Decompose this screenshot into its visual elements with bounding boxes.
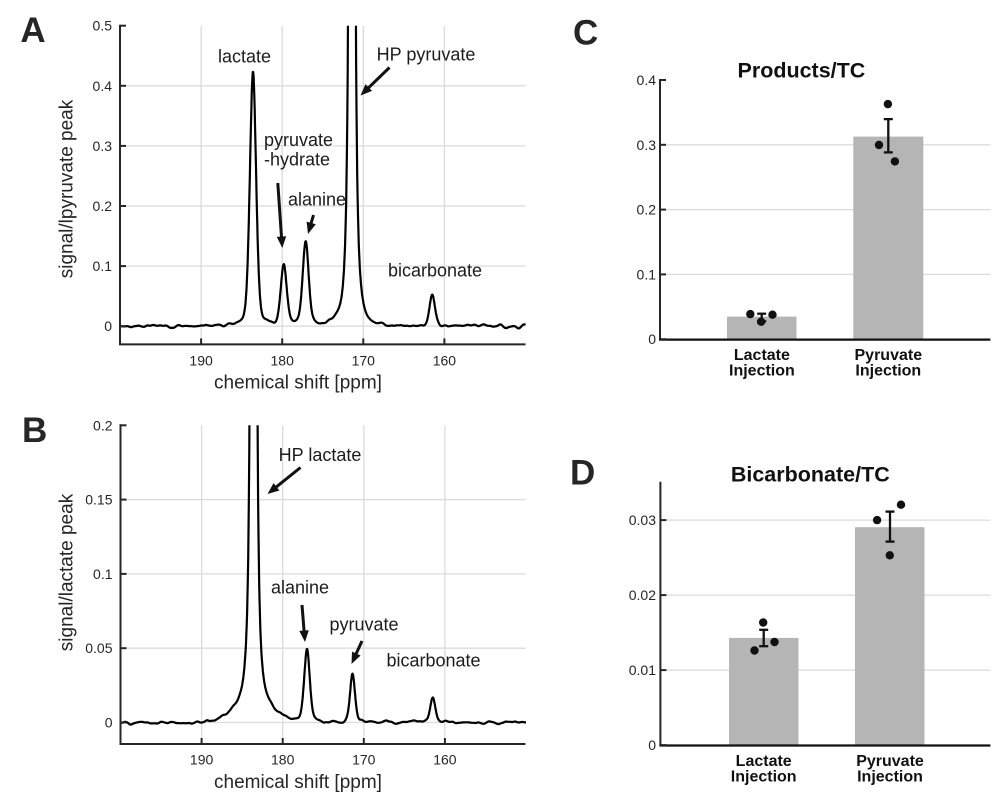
svg-text:Injection: Injection (857, 769, 923, 786)
svg-text:180: 180 (271, 352, 295, 368)
svg-text:0.2: 0.2 (93, 198, 113, 214)
svg-text:0.1: 0.1 (93, 566, 113, 582)
svg-text:alanine: alanine (271, 578, 329, 598)
svg-text:C: C (573, 14, 598, 53)
svg-text:180: 180 (271, 752, 295, 768)
svg-text:190: 190 (190, 752, 214, 768)
svg-text:0.01: 0.01 (629, 662, 656, 678)
svg-text:0.2: 0.2 (93, 417, 113, 433)
svg-text:0: 0 (105, 715, 113, 731)
svg-text:0.2: 0.2 (637, 202, 657, 218)
svg-text:signal/lpyruvate peak: signal/lpyruvate peak (57, 99, 78, 278)
svg-text:0.02: 0.02 (629, 587, 656, 603)
svg-text:160: 160 (433, 752, 457, 768)
svg-text:170: 170 (352, 352, 376, 368)
svg-text:Products/TC: Products/TC (737, 59, 865, 83)
svg-text:0.15: 0.15 (85, 492, 112, 508)
svg-text:0.4: 0.4 (93, 78, 113, 94)
svg-text:bicarbonate: bicarbonate (388, 261, 482, 281)
svg-text:A: A (20, 11, 45, 50)
svg-text:0.03: 0.03 (629, 512, 656, 528)
svg-text:0.5: 0.5 (93, 18, 113, 34)
svg-text:Lactate: Lactate (734, 347, 790, 364)
svg-text:bicarbonate: bicarbonate (386, 651, 480, 671)
svg-text:Lactate: Lactate (736, 753, 792, 770)
svg-text:pyruvate: pyruvate (264, 130, 333, 150)
svg-text:0.3: 0.3 (637, 137, 657, 153)
svg-text:0.05: 0.05 (85, 640, 112, 656)
svg-text:0.3: 0.3 (93, 138, 113, 154)
svg-text:Injection: Injection (855, 363, 921, 380)
svg-text:B: B (22, 411, 47, 450)
svg-text:lactate: lactate (218, 47, 271, 67)
svg-text:HP pyruvate: HP pyruvate (377, 45, 476, 65)
svg-text:170: 170 (352, 752, 376, 768)
svg-text:Injection: Injection (731, 769, 797, 786)
svg-text:0: 0 (648, 737, 656, 753)
svg-text:chemical shift [ppm]: chemical shift [ppm] (214, 772, 382, 793)
svg-text:Bicarbonate/TC: Bicarbonate/TC (731, 463, 890, 487)
svg-text:190: 190 (189, 352, 213, 368)
svg-text:signal/lactate peak: signal/lactate peak (57, 493, 78, 651)
svg-text:HP lactate: HP lactate (279, 445, 362, 465)
svg-text:D: D (570, 454, 595, 493)
svg-text:Injection: Injection (729, 363, 795, 380)
svg-text:0.4: 0.4 (637, 72, 657, 88)
svg-text:0: 0 (648, 331, 656, 347)
svg-text:pyruvate: pyruvate (329, 615, 398, 635)
svg-text:0.1: 0.1 (93, 258, 113, 274)
svg-text:Pyruvate: Pyruvate (855, 347, 923, 364)
svg-text:-hydrate: -hydrate (264, 150, 330, 170)
svg-text:0.1: 0.1 (637, 266, 657, 282)
svg-text:alanine: alanine (288, 190, 346, 210)
svg-text:160: 160 (433, 352, 457, 368)
svg-text:0: 0 (104, 318, 112, 334)
svg-text:Pyruvate: Pyruvate (856, 753, 924, 770)
svg-text:chemical shift [ppm]: chemical shift [ppm] (214, 373, 382, 394)
